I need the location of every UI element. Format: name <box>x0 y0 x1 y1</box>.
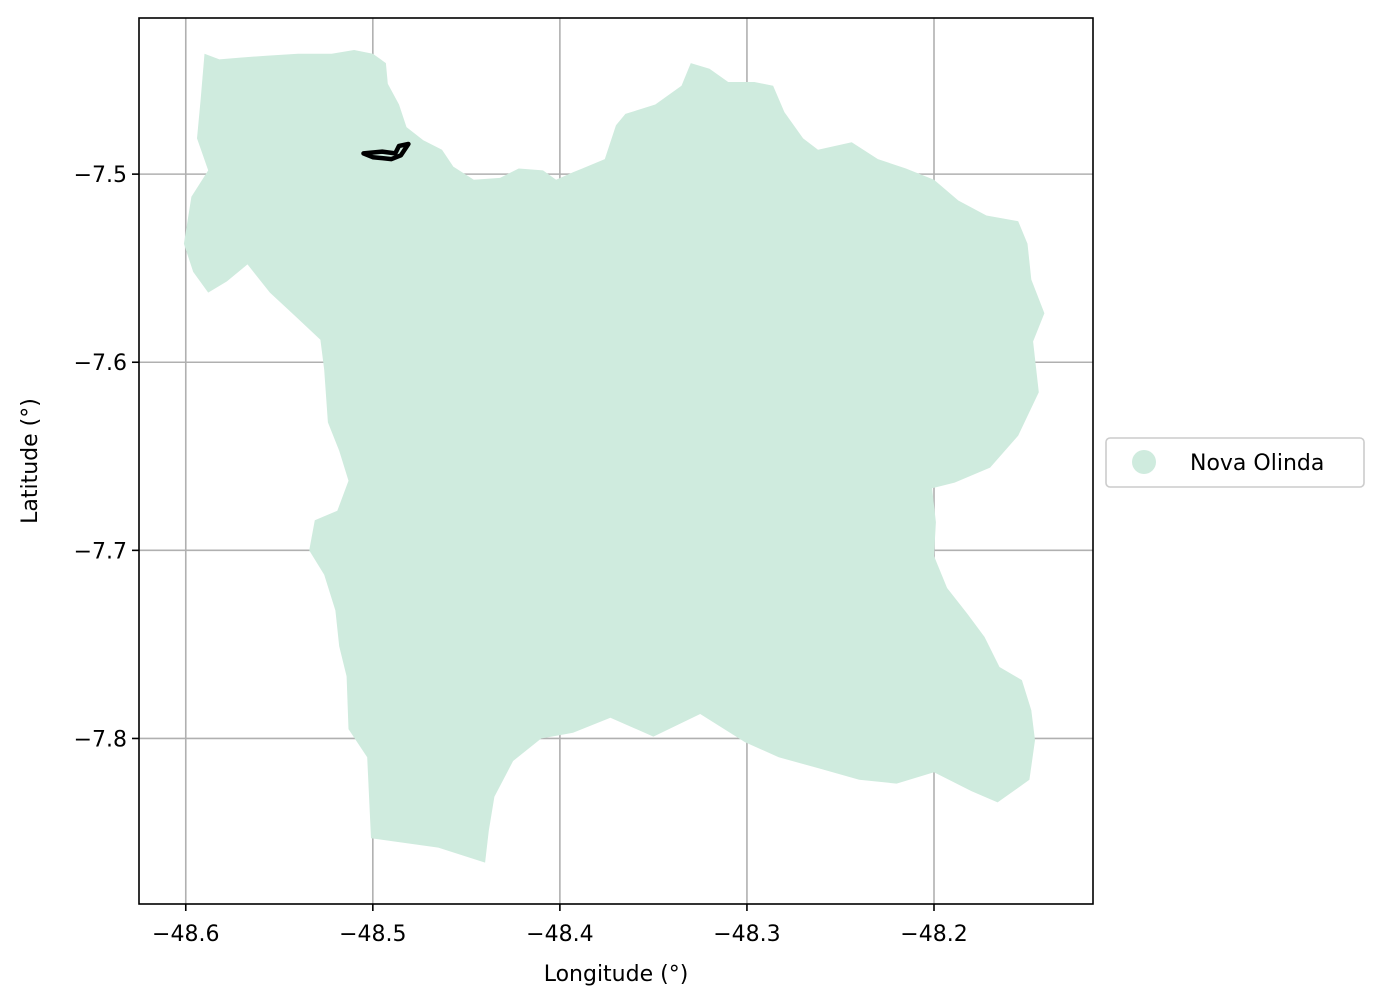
region-nova-olinda <box>183 50 1045 863</box>
axes-frame <box>138 17 1094 905</box>
legend: Nova Olinda <box>1105 437 1365 488</box>
x-axis-label: Longitude (°) <box>544 962 689 987</box>
legend-box <box>1105 437 1365 488</box>
y-tick-label-1: −7.6 <box>74 351 127 376</box>
y-tick-label-0: −7.5 <box>74 163 127 188</box>
y-tick-label-3: −7.8 <box>74 727 127 752</box>
axis-ticks: −48.6 −48.5 −48.4 −48.3 −48.2 −7.5 −7.6 −7.7 −7.… <box>74 163 968 947</box>
y-axis-label: Latitude (°) <box>18 398 43 524</box>
y-tick-label-2: −7.7 <box>74 539 127 564</box>
legend-label-0: Nova Olinda <box>1190 451 1324 476</box>
x-tick-label-1: −48.5 <box>339 922 406 947</box>
x-tick-label-4: −48.2 <box>900 922 967 947</box>
x-tick-label-3: −48.3 <box>713 922 780 947</box>
x-tick-label-0: −48.6 <box>152 922 219 947</box>
map-regions <box>183 50 1045 863</box>
legend-marker-0 <box>1132 450 1156 474</box>
highlighted-boundary <box>361 141 411 162</box>
x-tick-label-2: −48.4 <box>526 922 593 947</box>
